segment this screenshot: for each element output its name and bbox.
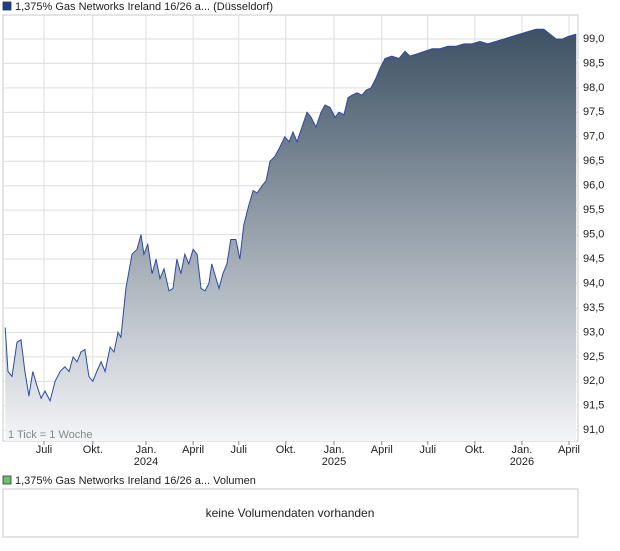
note: 1 Tick = 1 Woche xyxy=(8,429,92,441)
y-tick-label: 92,5 xyxy=(583,351,604,363)
y-tick-label: 99,0 xyxy=(583,33,604,45)
y-tick-label: 98,5 xyxy=(583,57,604,69)
y-tick-label: 97,0 xyxy=(583,131,604,143)
x-tick-label: April xyxy=(371,444,393,456)
y-tick-label: 98,0 xyxy=(583,82,604,94)
volume-frame xyxy=(2,488,579,538)
x-tick-label: Jan. xyxy=(324,444,345,456)
x-tick-year: 2025 xyxy=(322,456,346,468)
volume-message: keine Volumendaten vorhanden xyxy=(206,506,375,520)
x-tick-label: April xyxy=(558,444,580,456)
y-tick-label: 95,5 xyxy=(583,204,604,216)
line xyxy=(4,28,577,403)
x-tick-label: Jan. xyxy=(136,444,157,456)
legend-swatch xyxy=(2,475,12,485)
x-tick-label: Okt. xyxy=(465,444,485,456)
x-tick-label: Juli xyxy=(230,444,247,456)
x-tick-label: April xyxy=(182,444,204,456)
y-tick-label: 92,0 xyxy=(583,375,604,387)
y-tick-label: 93,0 xyxy=(583,326,604,338)
y-tick-label: 95,0 xyxy=(583,229,604,241)
x-tick-label: Okt. xyxy=(276,444,296,456)
y-tick-label: 96,5 xyxy=(583,155,604,167)
area xyxy=(5,29,577,441)
chart-title: 1,375% Gas Networks Ireland 16/26 a... (… xyxy=(15,1,273,13)
x-tick-label: Okt. xyxy=(83,444,103,456)
x-tick-label: Juli xyxy=(420,444,437,456)
x-tick-year: 2026 xyxy=(510,456,534,468)
x-tick-year: 2024 xyxy=(134,456,158,468)
y-tick-label: 96,0 xyxy=(583,180,604,192)
y-tick-label: 94,5 xyxy=(583,253,604,265)
volume-legend: 1,375% Gas Networks Ireland 16/26 a... V… xyxy=(15,475,256,487)
y-tick-label: 91,5 xyxy=(583,400,604,412)
y-tick-label: 97,5 xyxy=(583,106,604,118)
y-tick-label: 91,0 xyxy=(583,424,604,436)
x-tick-label: Jan. xyxy=(512,444,533,456)
x-tick-label: Juli xyxy=(36,444,53,456)
y-tick-label: 93,5 xyxy=(583,302,604,314)
y-tick-label: 94,0 xyxy=(583,277,604,289)
legend-swatch xyxy=(2,1,12,11)
